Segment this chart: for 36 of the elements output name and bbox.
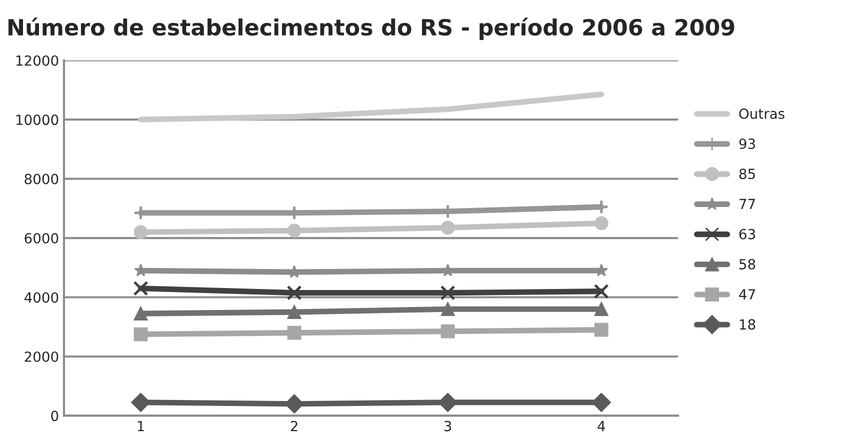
legend-label: 63 xyxy=(739,228,756,240)
y-tick-label: 2000 xyxy=(24,351,58,362)
legend-label: 93 xyxy=(739,138,756,150)
y-tick-label: 6000 xyxy=(24,232,58,244)
point xyxy=(594,302,608,316)
chart-title: Número de estabelecimentos do RS - período 2006 a 2009 xyxy=(8,18,734,40)
point xyxy=(594,322,608,337)
point xyxy=(133,280,148,296)
point xyxy=(287,326,302,340)
point xyxy=(440,285,456,300)
point xyxy=(594,284,609,299)
point xyxy=(134,327,148,342)
x-tick-label: 4 xyxy=(598,421,606,432)
point xyxy=(134,306,148,320)
point xyxy=(134,225,148,240)
point xyxy=(440,220,455,235)
x-tick-label: 2 xyxy=(290,420,298,432)
legend-label: Outras xyxy=(739,108,784,119)
legend-label: 18 xyxy=(740,319,756,330)
point xyxy=(287,305,302,320)
x-tick-label: 3 xyxy=(444,420,452,432)
legend-label: 85 xyxy=(739,168,755,180)
point xyxy=(287,224,302,238)
point xyxy=(440,324,455,338)
y-tick-label: 4000 xyxy=(24,292,58,303)
point xyxy=(286,285,302,300)
point xyxy=(594,216,608,230)
legend-label: 77 xyxy=(740,198,755,210)
legend-label: 47 xyxy=(739,289,755,300)
y-tick-label: 0 xyxy=(51,410,58,422)
x-tick-label: 1 xyxy=(138,421,144,432)
y-tick-label: 12000 xyxy=(16,55,58,66)
y-tick-label: 10000 xyxy=(16,114,58,126)
point xyxy=(440,302,455,316)
y-tick-label: 8000 xyxy=(24,174,58,184)
legend-label: 58 xyxy=(740,258,756,270)
